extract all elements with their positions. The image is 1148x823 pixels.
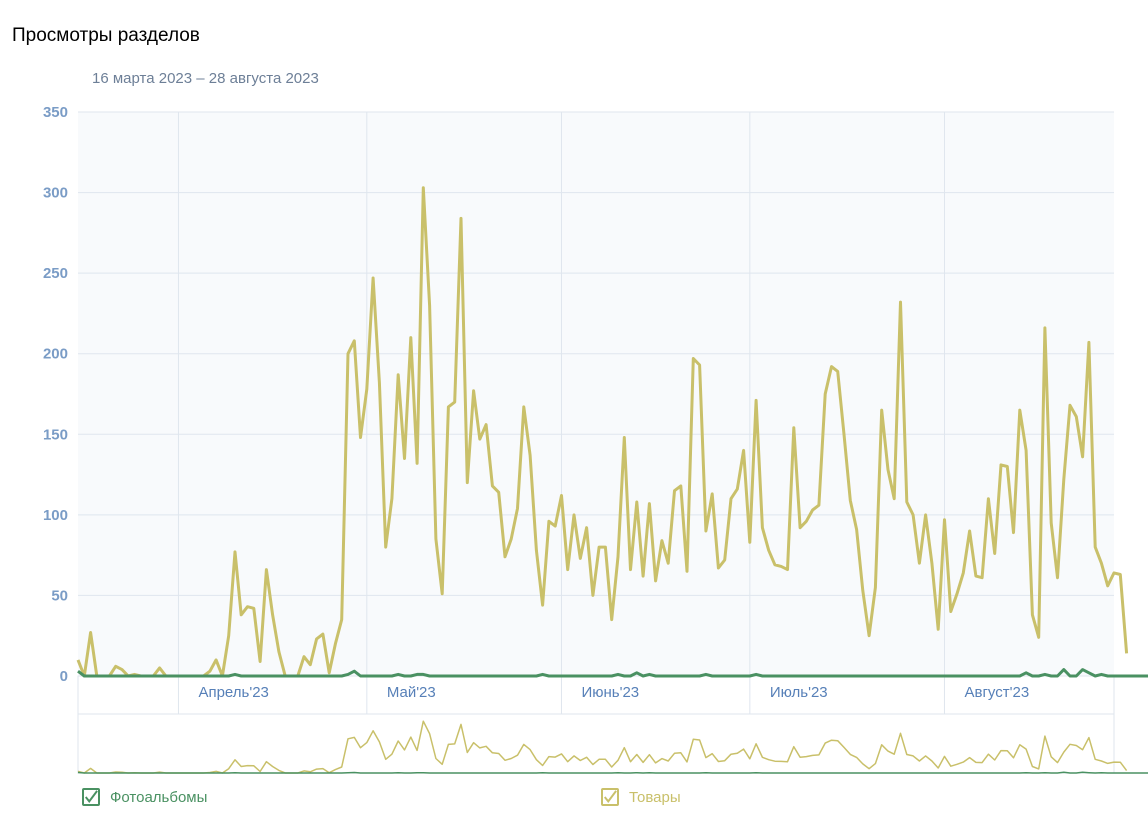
checkbox-checked-icon[interactable] (82, 788, 100, 806)
y-tick-label: 0 (60, 668, 68, 685)
y-tick-label: 350 (43, 104, 68, 121)
y-tick-label: 50 (51, 587, 68, 604)
x-tick-label: Июль'23 (770, 684, 828, 701)
chart-title: Просмотры разделов (12, 25, 200, 46)
y-tick-label: 200 (43, 346, 68, 363)
legend-label-photo: Фотоальбомы (110, 788, 208, 806)
navigator-area[interactable] (77, 675, 1115, 774)
date-range[interactable]: 16 марта 2023 – 28 августа 2023 (92, 70, 319, 87)
navigator-line-photo (77, 771, 1148, 774)
y-tick-label: 100 (43, 507, 68, 524)
y-tick-label: 250 (43, 265, 68, 282)
navigator-line-goods (77, 720, 1128, 774)
y-tick-label: 150 (43, 426, 68, 443)
x-tick-label: Август'23 (964, 684, 1029, 701)
series-line-goods (76, 186, 1129, 678)
x-tick-label: Апрель'23 (198, 684, 268, 701)
legend-item-goods[interactable]: Товары (601, 788, 681, 806)
checkbox-checked-icon[interactable] (601, 788, 619, 806)
x-tick-label: Май'23 (387, 684, 436, 701)
series-line-photo (77, 668, 1148, 678)
x-tick-label: Июнь'23 (581, 684, 639, 701)
y-tick-label: 300 (43, 185, 68, 202)
legend-item-photo[interactable]: Фотоальбомы (82, 788, 207, 806)
legend-label-goods: Товары (629, 788, 681, 806)
